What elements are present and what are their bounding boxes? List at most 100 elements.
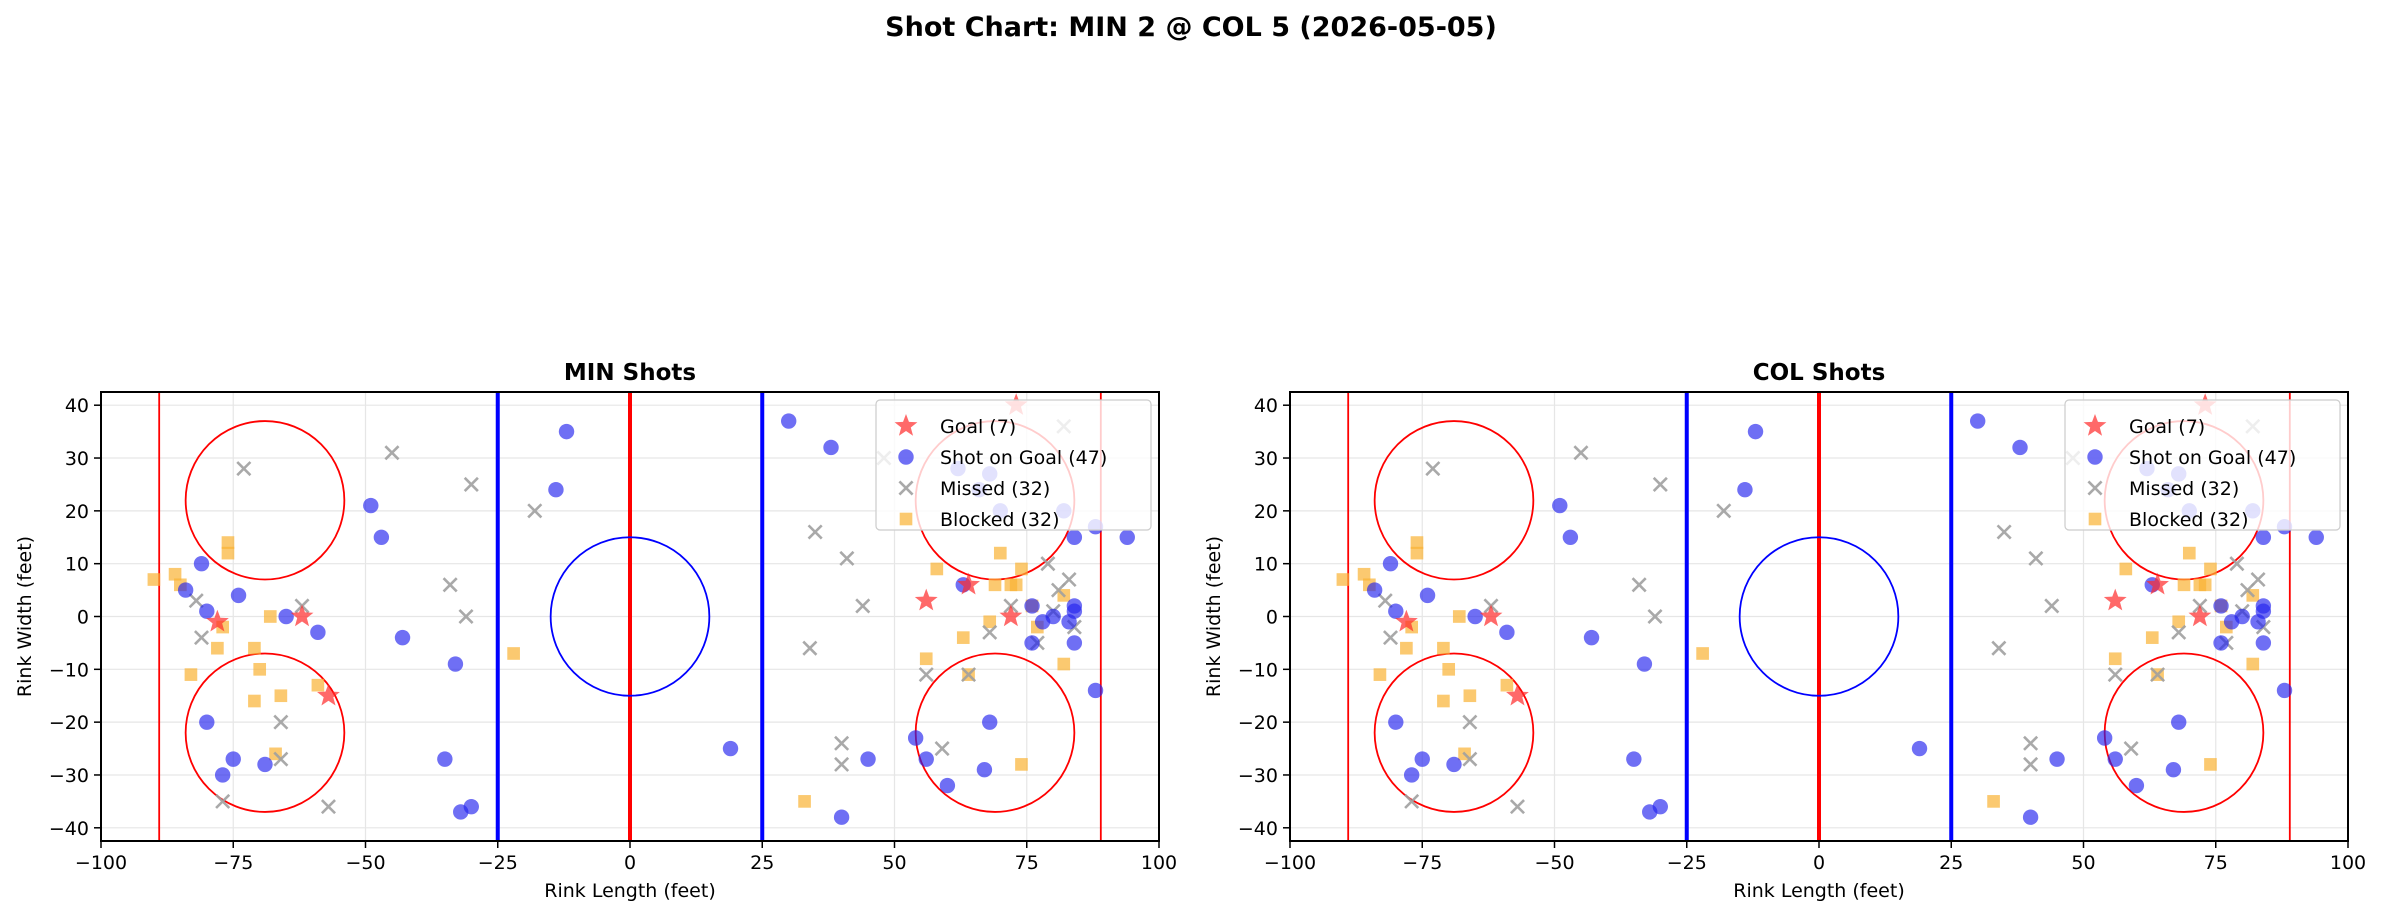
x-tick-label: −50	[1534, 852, 1574, 874]
shot-circle-point	[2012, 439, 2028, 456]
shot-square-point	[1437, 641, 1450, 655]
center-circle	[549, 536, 711, 697]
shot-square-point	[2204, 562, 2217, 576]
shot-circle-point	[1911, 740, 1928, 757]
x-tick-label: −75	[213, 852, 253, 874]
shot-x-point	[839, 550, 855, 566]
shot-circle-point	[2049, 751, 2065, 767]
shot-square-point	[1437, 694, 1450, 708]
y-tick-label: 40	[65, 395, 89, 417]
shot-square-point	[1015, 562, 1028, 576]
shot-x-point	[236, 461, 252, 477]
shot-square-point	[263, 610, 277, 623]
shot-x-point	[934, 741, 950, 757]
shot-x-point	[188, 593, 204, 609]
shot-x-point	[1716, 503, 1732, 519]
shot-x-point	[273, 714, 289, 730]
shot-square-point	[2182, 546, 2196, 560]
shot-circle-point	[1066, 529, 1083, 545]
shot-circle-point	[1119, 529, 1135, 545]
x-tick-label: −100	[1264, 852, 1316, 874]
legend-box	[875, 399, 1152, 531]
shot-x-point	[320, 799, 336, 815]
panel-title: MIN Shots	[564, 360, 696, 386]
shot-circle-point	[177, 582, 194, 598]
shot-x-point	[458, 608, 474, 625]
shot-x-point	[1573, 445, 1589, 461]
rink-markings	[158, 392, 1102, 841]
shot-square-point	[2204, 758, 2217, 771]
shot-star-point	[1479, 604, 1503, 627]
shot-circle-point	[394, 629, 411, 646]
shot-square-point	[248, 641, 261, 655]
shot-star-point	[1394, 609, 1418, 632]
shot-circle-point	[1382, 555, 1399, 572]
shot-circle-point	[1446, 756, 1462, 773]
y-tick-label: −30	[49, 765, 89, 787]
y-tick-label: −20	[49, 712, 89, 734]
shot-circle-point	[2308, 529, 2324, 545]
shot-star-point	[1506, 683, 1529, 706]
shot-x-point	[1509, 799, 1525, 815]
shot-square-point	[1500, 678, 1514, 692]
legend-x-marker	[898, 480, 914, 496]
y-tick-label: 30	[65, 448, 89, 470]
x-tick-label: 75	[2204, 852, 2228, 874]
shot-x-point	[1404, 793, 1420, 809]
shot-square-point	[988, 578, 1002, 592]
shot-circle-point	[1388, 714, 1404, 730]
shot-x-point	[1462, 751, 1478, 767]
shot-x-point	[802, 640, 818, 656]
shot-square-point	[1057, 657, 1071, 671]
shot-square-point	[1452, 610, 1466, 623]
shot-square-point	[221, 536, 235, 549]
shot-circle-point	[2255, 529, 2272, 545]
shot-x-point	[1991, 640, 2007, 656]
x-tick-label: −75	[1402, 852, 1442, 874]
x-tick-label: 50	[882, 852, 906, 874]
shot-square-point	[311, 678, 325, 692]
y-tick-label: 30	[1254, 448, 1278, 470]
shot-x-point	[2150, 667, 2166, 683]
shot-square-point	[1373, 668, 1387, 681]
shot-square-point	[956, 631, 970, 644]
shot-square-point	[993, 546, 1007, 560]
shot-circle-point	[373, 529, 390, 545]
shot-circle-point	[437, 751, 453, 767]
shot-circle-point	[939, 777, 956, 794]
shot-circle-point	[278, 608, 294, 625]
shot-square-point	[1987, 795, 2000, 808]
shot-x-point	[961, 667, 977, 683]
x-tick-label: −25	[478, 852, 518, 874]
shot-circle-point	[230, 587, 247, 604]
panel-title: COL Shots	[1753, 360, 1886, 386]
shot-square-point	[274, 689, 288, 703]
legend-entry-label: Shot on Goal (47)	[940, 447, 1107, 469]
shot-square-point	[248, 694, 261, 708]
shot-circle-point	[2276, 682, 2293, 699]
shot-x-point	[1647, 608, 1663, 625]
ticks: −100 −75 −50 −25 0 25 50 75 100−40−30−20−1001020…	[1238, 395, 2366, 874]
shot-square-point	[1336, 573, 1350, 586]
x-axis-label: Rink Length (feet)	[544, 880, 715, 902]
shot-circle-point	[1499, 624, 1515, 641]
shot-circle-point	[2171, 714, 2187, 730]
shot-x-point	[1061, 572, 1077, 588]
x-tick-label: 100	[2330, 852, 2366, 874]
shot-circle-point	[823, 439, 839, 456]
shot-square-point	[1009, 578, 1023, 592]
shot-x-point	[193, 630, 210, 646]
shot-square-point	[2198, 578, 2212, 592]
shot-circle-point	[1024, 635, 1040, 651]
shot-x-point	[807, 524, 823, 540]
shot-circle-point	[463, 798, 479, 815]
shot-star-point	[914, 588, 938, 611]
shot-circle-point	[1414, 751, 1430, 767]
shot-points	[1336, 393, 2324, 825]
shot-circle-point	[781, 413, 797, 429]
faceoff-circle	[1373, 420, 1535, 581]
shot-x-point	[2250, 572, 2266, 588]
shot-circle-point	[1636, 656, 1653, 672]
shot-x-point	[2229, 556, 2245, 572]
